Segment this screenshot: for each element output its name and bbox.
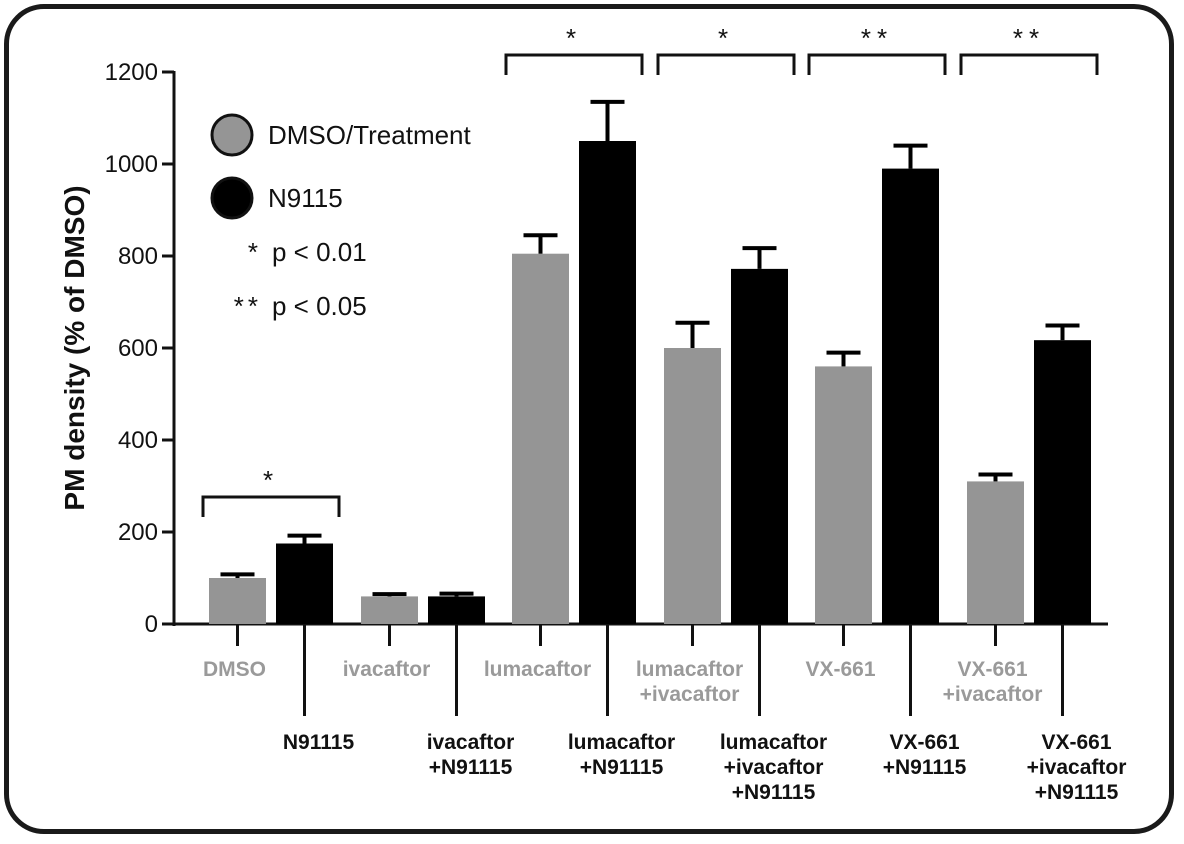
category-label-treatment: VX-661 +ivacaftor	[943, 658, 1043, 706]
legend-label: DMSO/Treatment	[268, 120, 472, 150]
category-label-treatment: DMSO	[203, 658, 266, 681]
y-tick-label: 400	[118, 427, 158, 454]
category-label-line: N91115	[283, 731, 355, 754]
significance-marker: **	[861, 23, 893, 53]
bar-n91115	[579, 141, 636, 624]
category-label-line: VX-661	[957, 658, 1027, 681]
legend-swatch-n91115	[210, 176, 254, 220]
axes: 0 200 400 600 800 1000 1200	[105, 59, 1108, 638]
category-label-n91115: ivacaftor +N91115	[427, 731, 515, 779]
bar-treatment	[967, 481, 1024, 624]
category-label-line: lumacaftor	[720, 731, 827, 754]
category-label-line: +ivacaftor	[943, 683, 1043, 706]
category-label-line: +N91115	[732, 781, 816, 804]
legend: DMSO/Treatment N9115* p < 0.01 ** p < 0.05	[210, 113, 472, 321]
significance-brackets: ** * ** **	[201, 23, 1099, 517]
legend-significance-symbol: *	[248, 237, 262, 267]
legend-label: N9115	[268, 183, 343, 213]
bar-n91115	[882, 168, 939, 624]
category-label-treatment: ivacaftor	[343, 658, 431, 681]
category-label-treatment: lumacaftor +ivacaftor	[636, 658, 743, 706]
category-label-line: DMSO	[203, 658, 266, 681]
significance-marker: *	[718, 23, 734, 53]
significance-marker: **	[1013, 23, 1045, 53]
category-label-line: VX-661	[805, 658, 875, 681]
significance-bracket	[656, 53, 796, 75]
category-label-line: +ivacaftor	[1027, 756, 1127, 779]
category-label-line: +N91115	[580, 756, 664, 779]
category-label-n91115: VX-661 +N91115	[883, 731, 967, 779]
y-tick-label: 200	[118, 519, 158, 546]
category-label-n91115: lumacaftor +ivacaftor +N91115	[720, 731, 827, 804]
category-label-treatment: lumacaftor	[484, 658, 591, 681]
y-tick-label: 1000	[105, 151, 158, 178]
y-tick-label: 800	[118, 243, 158, 270]
category-label-line: VX-661	[889, 731, 959, 754]
bar-treatment	[512, 253, 569, 624]
significance-bracket	[201, 495, 341, 517]
legend-swatch-treatment	[210, 113, 254, 157]
bar-treatment	[815, 366, 872, 624]
bar-n91115	[428, 596, 485, 624]
legend-significance-symbol: **	[234, 291, 262, 321]
significance-bracket	[807, 53, 947, 75]
category-label-line: +N91115	[1035, 781, 1119, 804]
category-label-line: VX-661	[1041, 731, 1111, 754]
legend-significance-text: p < 0.01	[272, 237, 367, 267]
category-label-line: +N91115	[429, 756, 513, 779]
y-tick-label: 0	[145, 611, 158, 638]
error-bars	[220, 99, 1080, 597]
bar-n91115	[1034, 340, 1091, 624]
significance-bracket	[504, 53, 644, 75]
significance-bracket	[959, 53, 1099, 75]
category-label-line: +ivacaftor	[640, 683, 740, 706]
legend-significance-text: p < 0.05	[272, 291, 367, 321]
category-label-n91115: VX-661 +ivacaftor +N91115	[1027, 731, 1127, 804]
category-label-line: lumacaftor	[484, 658, 591, 681]
category-label-line: +ivacaftor	[724, 756, 824, 779]
category-label-n91115: N91115	[283, 731, 355, 754]
category-label-line: ivacaftor	[427, 731, 515, 754]
y-axis-label: PM density (% of DMSO)	[59, 185, 90, 510]
bar-treatment	[361, 596, 418, 624]
category-label-line: lumacaftor	[568, 731, 675, 754]
figure-frame	[4, 4, 1174, 834]
bar-treatment	[209, 578, 266, 624]
category-label-n91115: lumacaftor +N91115	[568, 731, 675, 779]
bar-treatment	[664, 348, 721, 624]
y-tick-label: 600	[118, 335, 158, 362]
category-label-treatment: VX-661	[805, 658, 875, 681]
category-label-line: ivacaftor	[343, 658, 431, 681]
y-tick-label: 1200	[105, 59, 158, 86]
category-label-line: +N91115	[883, 756, 967, 779]
bar-n91115	[731, 268, 788, 624]
bar-n91115	[276, 543, 333, 624]
significance-marker: *	[566, 23, 582, 53]
category-label-line: lumacaftor	[636, 658, 743, 681]
bars	[209, 141, 1091, 624]
significance-marker: *	[263, 465, 279, 495]
